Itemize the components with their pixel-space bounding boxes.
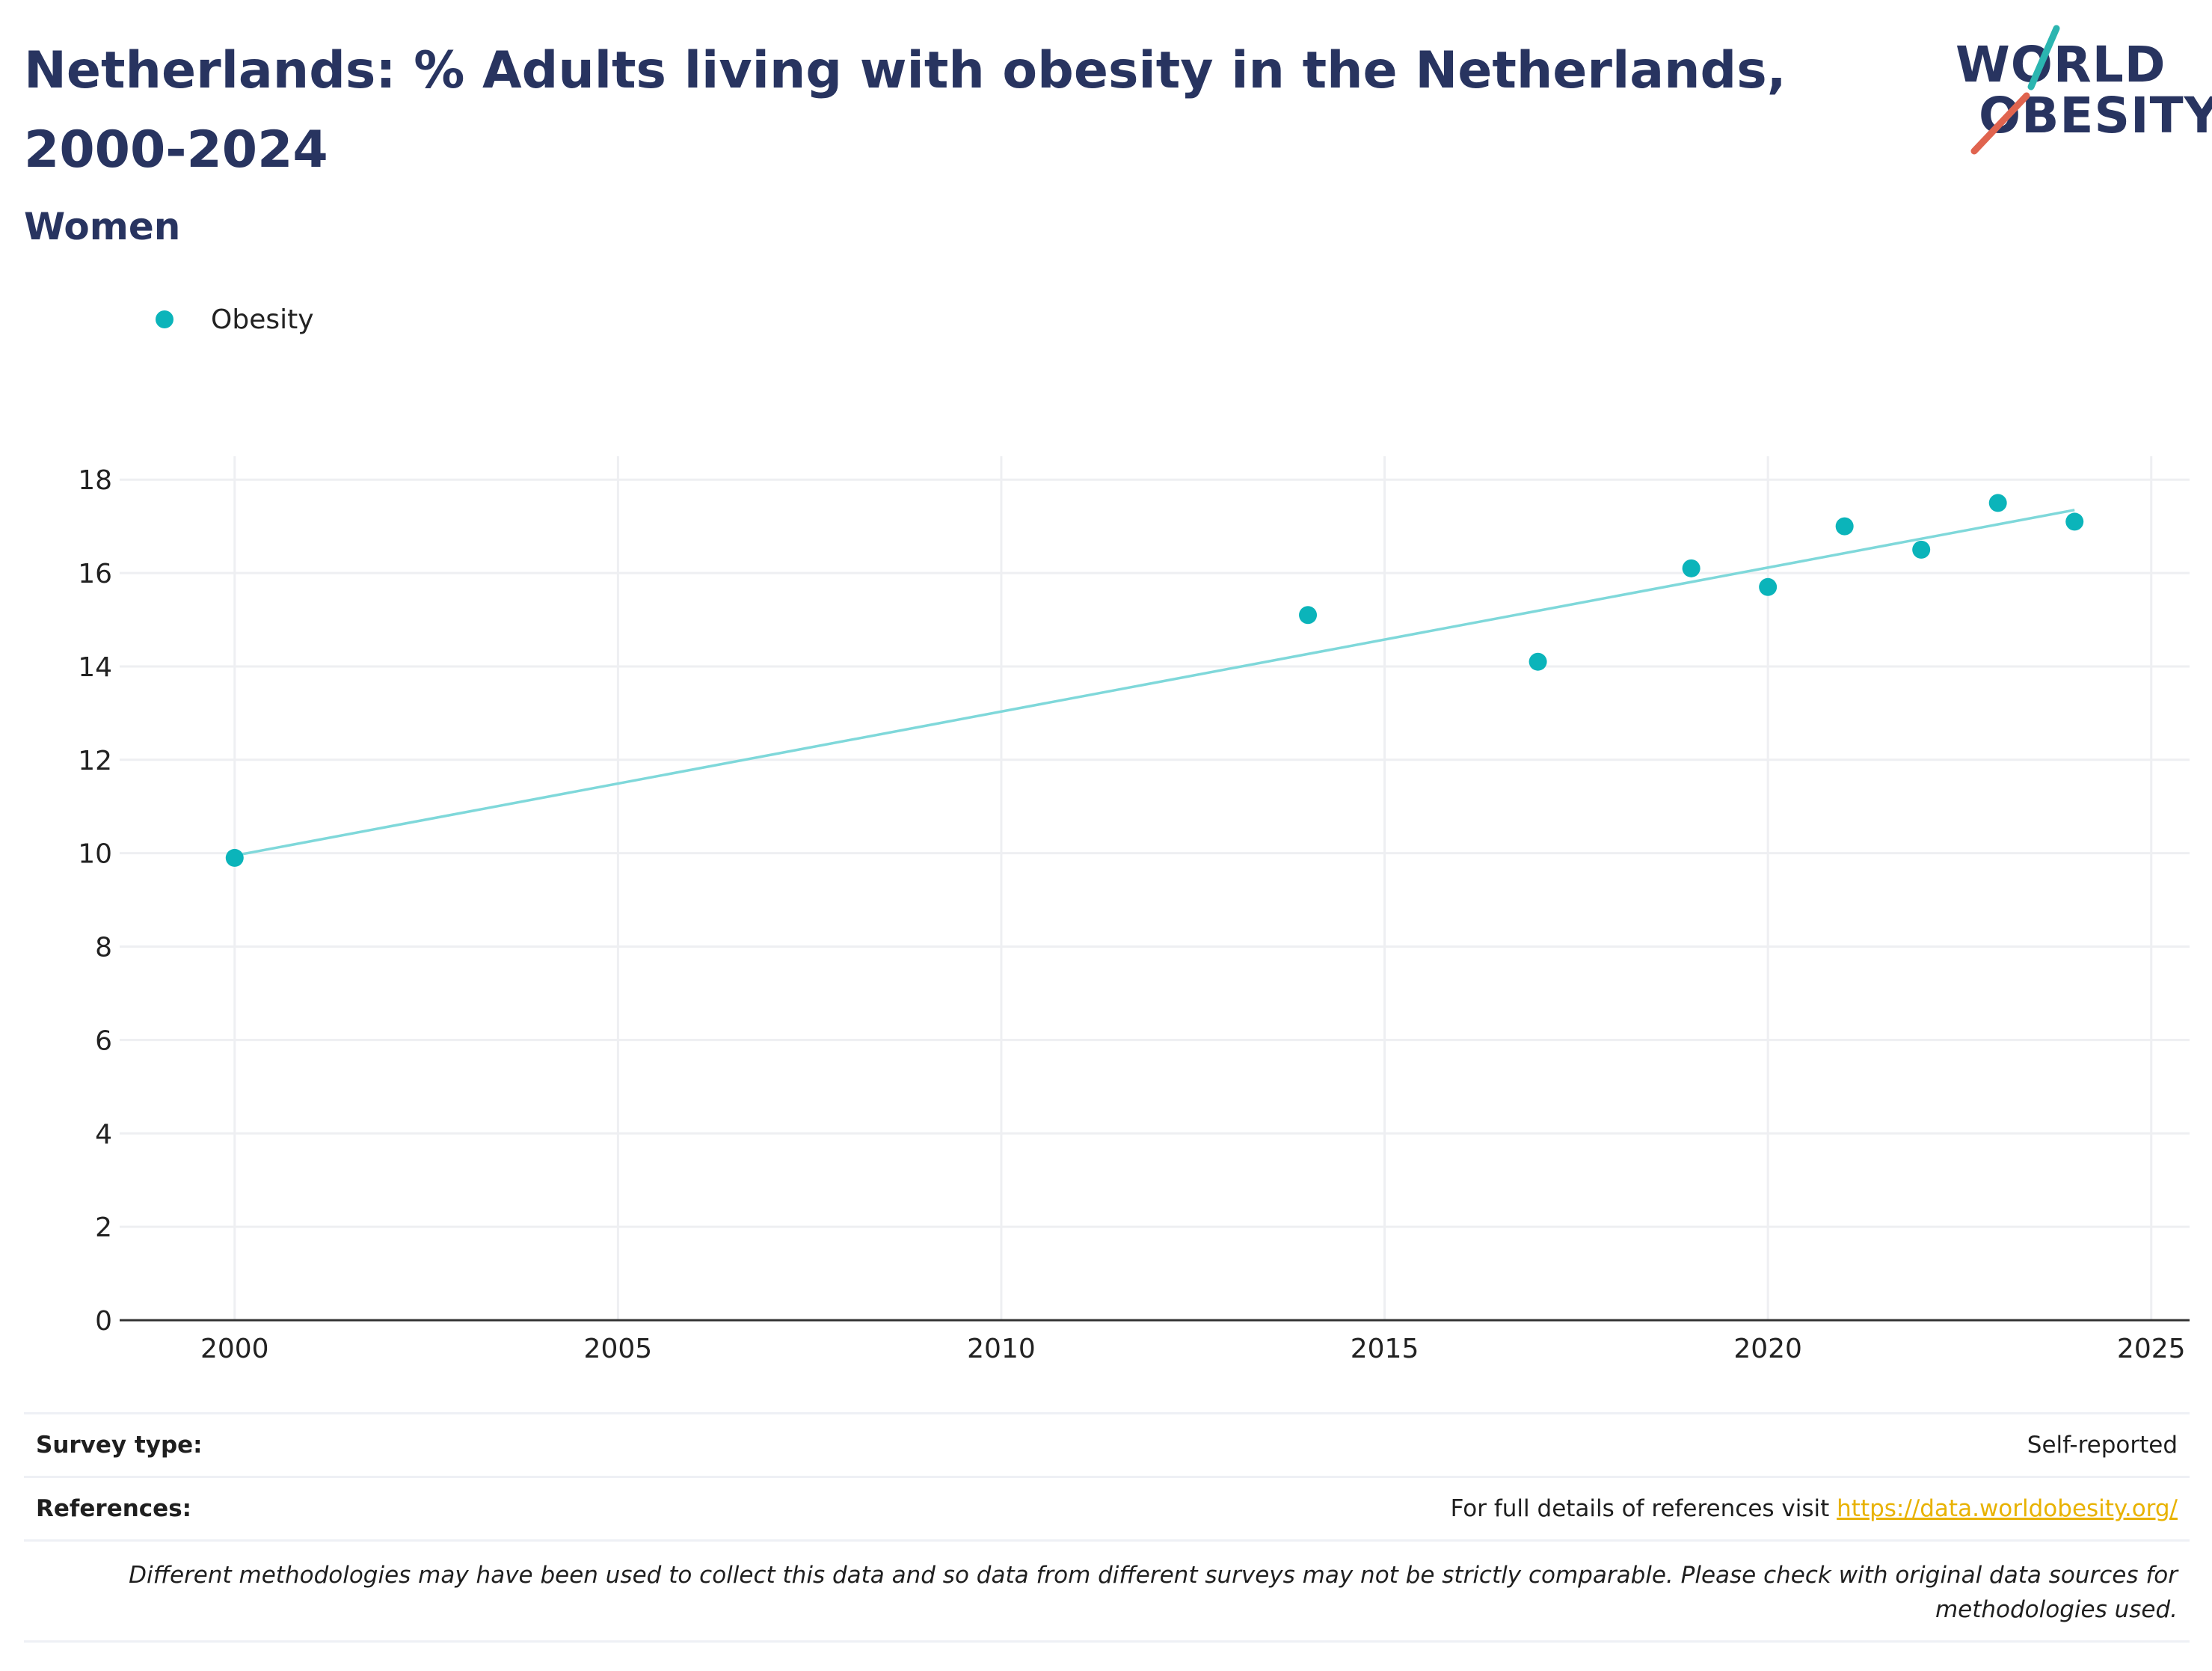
y-tick-label: 12 bbox=[78, 746, 112, 776]
data-point bbox=[1759, 577, 1778, 596]
data-point bbox=[1835, 517, 1854, 536]
chart-title: Netherlands: % Adults living with obesit… bbox=[24, 41, 1787, 180]
y-tick-label: 16 bbox=[78, 559, 112, 589]
y-tick-label: 2 bbox=[95, 1212, 112, 1243]
x-tick-label: 2025 bbox=[2117, 1334, 2186, 1364]
legend[interactable]: Obesity bbox=[156, 301, 314, 338]
x-tick-label: 2020 bbox=[1733, 1334, 1802, 1364]
x-tick-label: 2010 bbox=[967, 1334, 1036, 1364]
trendline bbox=[234, 509, 2075, 857]
y-tick-label: 6 bbox=[95, 1025, 112, 1056]
world-obesity-logo: WORLD OBESITY bbox=[1944, 22, 2212, 157]
references-link[interactable]: https://data.worldobesity.org/ bbox=[1837, 1495, 2178, 1522]
legend-marker-icon bbox=[156, 310, 173, 328]
data-point bbox=[1912, 540, 1931, 559]
y-tick-label: 0 bbox=[95, 1306, 112, 1337]
y-tick-label: 8 bbox=[95, 933, 112, 963]
x-tick-label: 2005 bbox=[584, 1334, 653, 1364]
data-point bbox=[1529, 652, 1547, 671]
y-tick-label: 10 bbox=[78, 839, 112, 870]
survey-type-row: Survey type: Self-reported bbox=[24, 1412, 2190, 1476]
data-point bbox=[2065, 512, 2084, 531]
chart-footer: Survey type: Self-reported References: F… bbox=[24, 1412, 2190, 1643]
references-label: References: bbox=[36, 1495, 192, 1522]
data-point bbox=[225, 848, 244, 867]
references-value: For full details of references visit htt… bbox=[1451, 1495, 2178, 1522]
survey-type-value: Self-reported bbox=[2027, 1432, 2178, 1459]
chart-subtitle: Women bbox=[24, 205, 181, 248]
survey-type-label: Survey type: bbox=[36, 1432, 203, 1459]
y-tick-label: 18 bbox=[78, 465, 112, 496]
data-point bbox=[1299, 606, 1318, 625]
data-point bbox=[1988, 494, 2007, 512]
y-tick-label: 4 bbox=[95, 1119, 112, 1150]
legend-label-obesity: Obesity bbox=[211, 304, 314, 335]
references-text: For full details of references visit bbox=[1450, 1495, 1837, 1522]
x-tick-label: 2015 bbox=[1351, 1334, 1419, 1364]
references-row: References: For full details of referenc… bbox=[24, 1476, 2190, 1539]
logo-slash-icon bbox=[1970, 25, 2060, 155]
x-tick-label: 2000 bbox=[200, 1334, 269, 1364]
logo-line-2: OBESITY bbox=[1979, 87, 2212, 144]
data-point bbox=[1682, 559, 1701, 577]
scatter-chart: 0 2 4 6 8 10 12 14 16 18 2000 2005 2010 2015 2020 2025 bbox=[78, 456, 2190, 1364]
methodology-disclaimer: Different methodologies may have been us… bbox=[24, 1539, 2190, 1643]
y-tick-label: 14 bbox=[78, 652, 112, 683]
logo-line-1: WORLD bbox=[1956, 36, 2166, 93]
